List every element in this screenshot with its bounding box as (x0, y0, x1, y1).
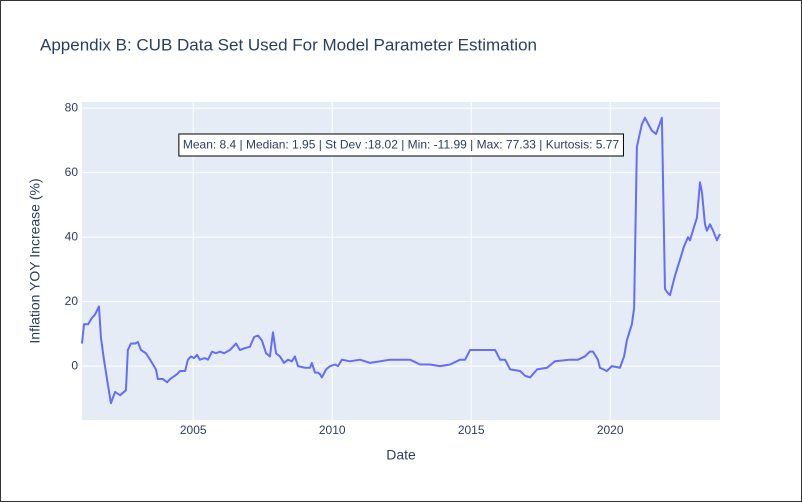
y-tick-label: 80 (65, 100, 79, 114)
x-tick-label: 2020 (597, 423, 624, 437)
annotation: Mean: 8.4 | Median: 1.95 | St Dev :18.02… (183, 138, 620, 152)
annotation-box (178, 133, 624, 157)
x-tick-label: 2015 (458, 423, 485, 437)
x-tick-label: 2005 (180, 423, 207, 437)
line (81, 116, 721, 405)
y-axis-title: Inflation YOY Increase (%) (27, 178, 43, 343)
y-tick-label: 40 (65, 229, 79, 243)
y-tick-label: 0 (71, 358, 78, 372)
y-tick-label: 60 (65, 165, 79, 179)
x-tick-label: 2010 (319, 423, 346, 437)
chart-title: Appendix B: CUB Data Set Used For Model … (40, 35, 537, 54)
x-axis-title: Date (386, 447, 416, 463)
y-tick-label: 20 (65, 294, 79, 308)
